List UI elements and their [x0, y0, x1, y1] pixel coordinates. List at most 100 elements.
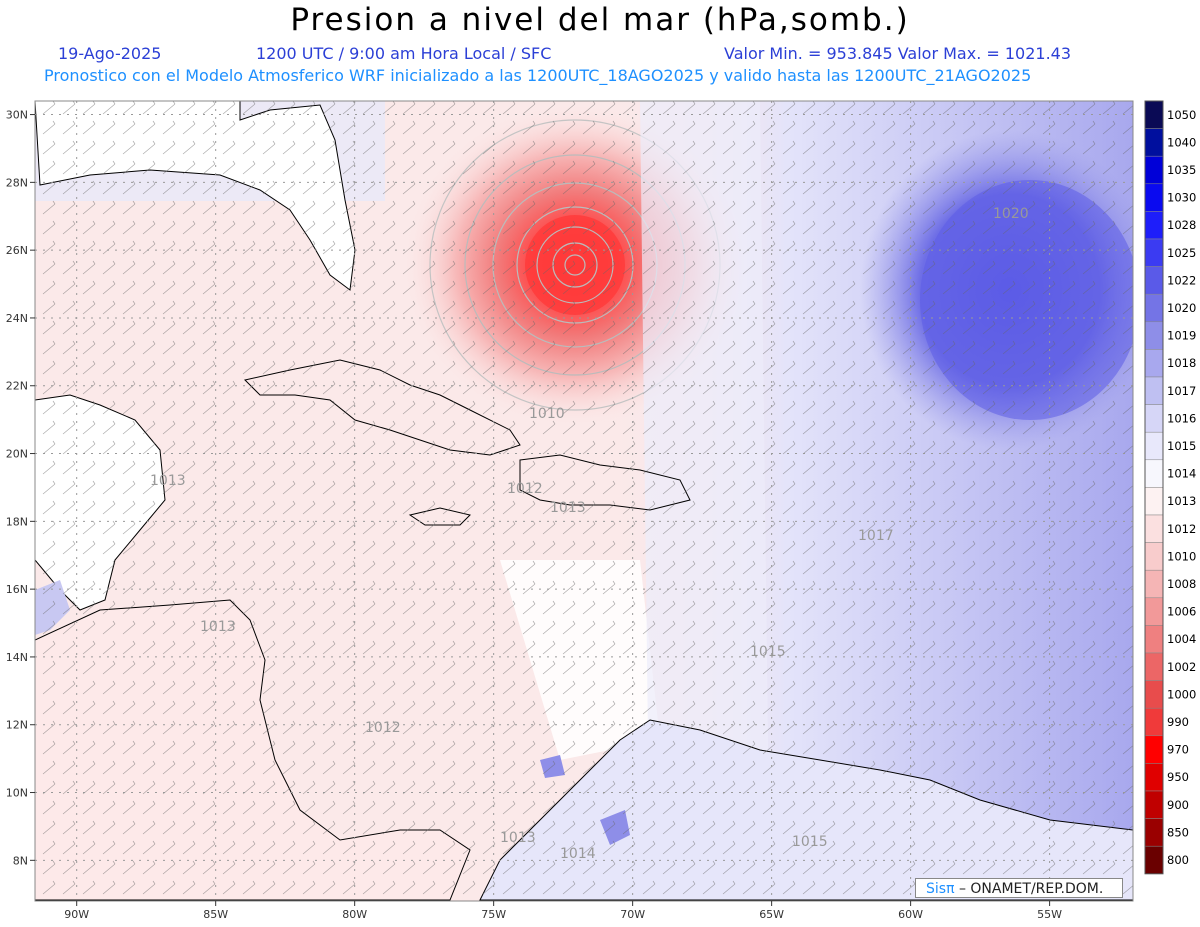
- colorbar-swatch: [1144, 155, 1164, 185]
- lat-label: 16N: [6, 583, 28, 596]
- colorbar-swatch: [1144, 404, 1164, 433]
- wind-barbs: [35, 101, 1133, 901]
- colorbar-label: 1028: [1167, 218, 1196, 232]
- colorbar-swatch: [1144, 845, 1164, 875]
- contour-label: 1013: [200, 619, 236, 635]
- contour-label: 1012: [365, 720, 401, 736]
- colorbar-swatch: [1144, 431, 1164, 461]
- colorbar-label: 1035: [1167, 163, 1196, 177]
- contour-labels: 1020 1010 1012 1013 1013 1017 1015 1013 …: [150, 206, 1029, 862]
- colorbar-label: 1018: [1167, 356, 1196, 370]
- colorbar-swatch: [1144, 707, 1164, 737]
- forecast-info: Pronostico con el Modelo Atmosferico WRF…: [44, 66, 1032, 85]
- contour-label: 1013: [150, 473, 186, 489]
- lat-label: 8N: [13, 854, 28, 867]
- lat-label: 18N: [6, 515, 28, 528]
- colorbar-label: 1022: [1167, 273, 1196, 287]
- min-max-values: Valor Min. = 953.845 Valor Max. = 1021.4…: [724, 44, 1072, 63]
- contour-label: 1015: [750, 644, 786, 660]
- valid-date: 19-Ago-2025: [58, 44, 162, 63]
- colorbar-swatch: [1144, 321, 1164, 350]
- contour-label: 1013: [500, 830, 536, 846]
- lat-label: 14N: [6, 651, 28, 664]
- lon-label: 80W: [342, 908, 367, 921]
- colorbar-label: 900: [1167, 798, 1189, 812]
- contour-label: 1013: [550, 500, 586, 516]
- colorbar-swatch: [1144, 542, 1164, 571]
- colorbar-swatch: [1144, 266, 1164, 295]
- colorbar-swatch: [1144, 735, 1164, 764]
- lat-label: 10N: [6, 787, 28, 800]
- colorbar-label: 1020: [1167, 301, 1196, 315]
- contour-label: 1020: [993, 206, 1029, 222]
- colorbar-swatch: [1144, 459, 1164, 488]
- colorbar-swatch: [1144, 211, 1164, 240]
- colorbar-swatch: [1144, 514, 1164, 543]
- lat-label: 30N: [6, 109, 28, 122]
- contour-label: 1010: [529, 406, 565, 422]
- colorbar-label: 1030: [1167, 191, 1196, 205]
- colorbar-swatch: [1144, 818, 1164, 847]
- colorbar-label: 1015: [1167, 439, 1196, 453]
- latitude-axis: 30N 28N 26N 24N 22N 20N 18N 16N 14N 12N 10N 8N: [6, 109, 35, 867]
- lat-label: 20N: [6, 448, 28, 461]
- colorbar-label: 1016: [1167, 411, 1196, 425]
- credit-org: – ONAMET/REP.DOM.: [958, 881, 1104, 897]
- lat-label: 12N: [6, 719, 28, 732]
- colorbar-label: 1017: [1167, 384, 1196, 398]
- contour-label: 1015: [792, 834, 828, 850]
- colorbar-swatch: [1144, 376, 1164, 405]
- colorbar-label: 1014: [1167, 467, 1196, 481]
- lat-label: 24N: [6, 312, 28, 325]
- colorbar-swatch: [1144, 680, 1164, 709]
- colorbar-label: 990: [1167, 715, 1189, 729]
- longitude-axis: 90W 85W 80W 75W 70W 65W 60W 55W: [64, 901, 1062, 921]
- colorbar-label: 1000: [1167, 687, 1196, 701]
- lon-label: 85W: [203, 908, 228, 921]
- map-area: [35, 101, 1133, 901]
- lon-label: 70W: [620, 908, 645, 921]
- chart-title: Presion a nivel del mar (hPa,somb.): [290, 2, 910, 38]
- colorbar: 1050 1040 1035 1030 1028 1025 1022 1020 1019 1018…: [1144, 100, 1196, 875]
- colorbar-swatch: [1144, 100, 1164, 129]
- colorbar-label: 950: [1167, 770, 1189, 784]
- lon-label: 60W: [898, 908, 923, 921]
- lat-lon-grid: [35, 101, 1133, 901]
- lon-label: 75W: [481, 908, 506, 921]
- colorbar-label: 1010: [1167, 549, 1196, 563]
- lat-label: 22N: [6, 380, 28, 393]
- colorbar-swatch: [1144, 625, 1164, 654]
- lon-label: 65W: [759, 908, 784, 921]
- colorbar-label: 1025: [1167, 246, 1196, 260]
- colorbar-swatch: [1144, 763, 1164, 792]
- colorbar-label: 970: [1167, 743, 1189, 757]
- valid-time: 1200 UTC / 9:00 am Hora Local / SFC: [256, 44, 552, 63]
- colorbar-swatch: [1144, 569, 1164, 599]
- sis-logo: Sisπ: [926, 881, 955, 897]
- colorbar-label: 1019: [1167, 329, 1196, 343]
- colorbar-label: 1013: [1167, 494, 1196, 508]
- colorbar-label: 1008: [1167, 577, 1196, 591]
- colorbar-swatch: [1144, 652, 1164, 681]
- colorbar-swatch: [1144, 597, 1164, 626]
- colorbar-label: 1012: [1167, 522, 1196, 536]
- lon-label: 55W: [1037, 908, 1062, 921]
- colorbar-swatch: [1144, 293, 1164, 323]
- contour-label: 1017: [858, 528, 894, 544]
- colorbar-frame: [1144, 100, 1164, 875]
- colorbar-swatch: [1144, 349, 1164, 378]
- lat-label: 26N: [6, 244, 28, 257]
- map-frame: [34, 100, 1134, 902]
- contour-label: 1014: [560, 846, 596, 862]
- colorbar-swatch: [1144, 183, 1164, 212]
- colorbar-label: 850: [1167, 825, 1189, 839]
- lon-label: 90W: [64, 908, 89, 921]
- colorbar-swatch: [1144, 128, 1164, 157]
- credit-box: Sisπ – ONAMET/REP.DOM.: [915, 878, 1123, 898]
- colorbar-label: 800: [1167, 853, 1189, 867]
- colorbar-label: 1040: [1167, 135, 1196, 149]
- colorbar-label: 1050: [1167, 108, 1196, 122]
- colorbar-swatch: [1144, 790, 1164, 819]
- colorbar-swatch: [1144, 238, 1164, 267]
